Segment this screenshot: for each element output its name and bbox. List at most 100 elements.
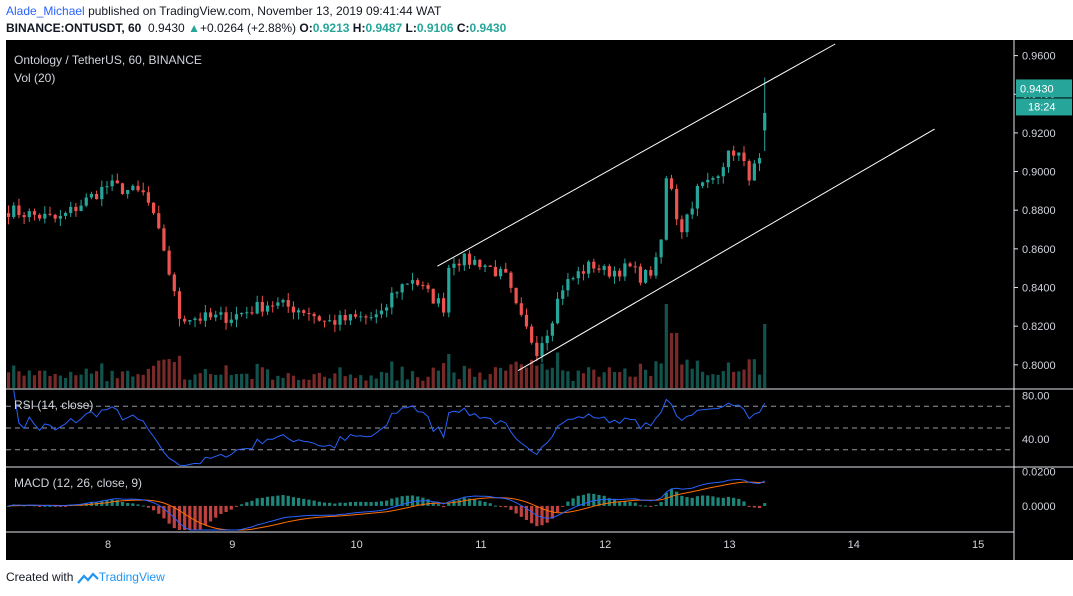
- volume-bar: [22, 375, 26, 388]
- macd-line: [8, 478, 765, 531]
- macd-histogram-bar: [126, 503, 130, 506]
- volume-bar: [566, 371, 570, 388]
- macd-histogram-bar: [493, 505, 498, 507]
- candle-body: [421, 284, 425, 286]
- macd-histogram-bar: [208, 505, 213, 522]
- macd-histogram-bar: [498, 505, 503, 507]
- volume-bar: [348, 374, 352, 388]
- macd-histogram-bar: [638, 505, 643, 507]
- footer-brand[interactable]: TradingView: [98, 570, 165, 584]
- candle-body: [530, 326, 534, 343]
- channel-lower-line: [517, 128, 935, 372]
- volume-bar: [607, 367, 611, 388]
- macd-histogram-bar: [514, 505, 518, 514]
- macd-histogram-bar: [322, 502, 327, 506]
- author-link[interactable]: Alade_Michael: [6, 4, 85, 18]
- channel-upper-line: [437, 43, 836, 267]
- candle-body: [628, 263, 632, 267]
- macd-histogram-bar: [757, 505, 762, 509]
- candle-body: [706, 179, 710, 183]
- candle-body: [369, 317, 373, 319]
- candle-body: [597, 268, 601, 270]
- candle-body: [737, 152, 741, 156]
- candle-body: [555, 298, 560, 324]
- volume-bar: [488, 374, 492, 388]
- macd-histogram-bar: [271, 496, 275, 506]
- time-tick-label: 9: [229, 539, 235, 551]
- candlesticks: [6, 77, 767, 363]
- candle-body: [442, 298, 446, 313]
- volume-bar: [680, 364, 684, 388]
- volume-bar: [379, 371, 384, 388]
- macd-histogram-bar: [364, 501, 368, 506]
- volume-bar: [338, 367, 342, 388]
- candle-body: [234, 314, 239, 320]
- candle-body: [348, 314, 352, 321]
- candle-body: [504, 268, 508, 273]
- volume-bar: [198, 373, 202, 388]
- volume-bar: [167, 359, 171, 388]
- volume-bar: [587, 367, 591, 388]
- rsi-tick-label: 40.00: [1022, 434, 1050, 446]
- macd-histogram-bar: [581, 494, 586, 506]
- macd-histogram-bar: [473, 498, 477, 506]
- time-tick-label: 15: [972, 539, 984, 551]
- candle-body: [120, 183, 125, 194]
- candle-body: [53, 214, 57, 219]
- candle-body: [276, 302, 280, 306]
- volume-bar: [333, 373, 337, 388]
- candle-body: [395, 292, 399, 294]
- volume-bar: [462, 365, 466, 388]
- candle-body: [291, 306, 296, 313]
- candle-body: [649, 270, 653, 276]
- candle-body: [302, 310, 306, 313]
- candle-body: [74, 206, 78, 212]
- candle-body: [654, 257, 658, 276]
- candle-body: [63, 212, 68, 216]
- volume-bar: [530, 359, 534, 388]
- candle-body: [89, 193, 94, 198]
- chart-area[interactable]: 0.8000 0.8200 0.8400 0.8600 0.8800 0.9000 0.92…: [0, 40, 1073, 560]
- candle-body: [561, 290, 565, 299]
- volume-bar: [224, 365, 228, 388]
- last-price-tag: [1016, 79, 1072, 98]
- volume-bar: [467, 368, 472, 388]
- macd-histogram-bar: [602, 495, 606, 506]
- candle-body: [95, 193, 99, 200]
- macd-histogram-bar: [519, 505, 523, 517]
- candle-body: [566, 279, 570, 291]
- candle-body: [618, 270, 622, 277]
- high-label: H:: [352, 21, 366, 35]
- macd-histogram-bar: [58, 505, 62, 507]
- macd-histogram-bar: [530, 505, 534, 524]
- macd-histogram-bar: [131, 503, 135, 506]
- macd-histogram-bar: [431, 502, 435, 506]
- candle-body: [545, 335, 549, 344]
- candle-body: [38, 214, 42, 219]
- macd-histogram-bar: [488, 503, 492, 506]
- macd-tick-label: 0.0200: [1022, 466, 1056, 478]
- volume-bar: [89, 373, 94, 388]
- macd-histogram-bar: [214, 505, 218, 518]
- candle-body: [338, 314, 342, 325]
- candle-body: [214, 314, 218, 318]
- price-tick-label: 0.9200: [1022, 128, 1056, 140]
- volume-bar: [79, 374, 83, 388]
- macd-histogram-bar: [685, 497, 689, 506]
- volume-bar: [643, 369, 648, 388]
- macd-histogram-bar: [442, 505, 446, 508]
- candle-body: [509, 272, 513, 288]
- macd-histogram-bar: [260, 497, 264, 506]
- footer-created-label: Created with: [6, 570, 74, 584]
- candle-body: [498, 268, 503, 277]
- macd-histogram-bar: [576, 495, 580, 506]
- macd-histogram-bar: [348, 502, 352, 506]
- time-tick-label: 10: [350, 539, 362, 551]
- chart-background: [6, 40, 1014, 560]
- countdown-tag-label: 18:24: [1028, 101, 1056, 113]
- volume-bar: [706, 375, 710, 388]
- macd-histogram-bar: [400, 496, 404, 506]
- macd-histogram-bar: [234, 505, 239, 507]
- candle-body: [680, 219, 684, 233]
- macd-histogram-bar: [177, 505, 182, 530]
